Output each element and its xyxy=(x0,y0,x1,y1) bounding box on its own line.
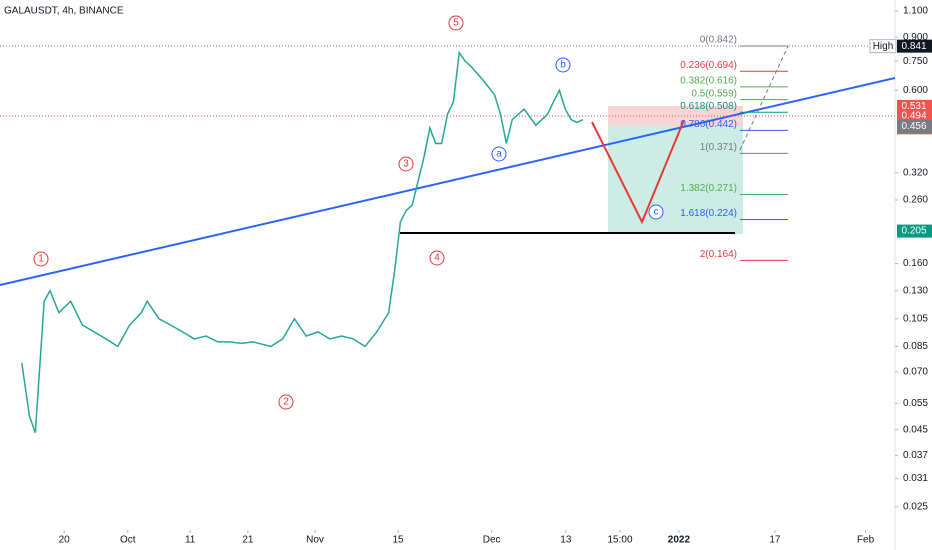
fib-label: 0.5(0.559) xyxy=(691,88,737,99)
x-tick-label: Dec xyxy=(483,535,501,546)
x-tick-label: 15:00 xyxy=(608,535,633,546)
x-tick-label: 13 xyxy=(560,535,572,546)
y-tick-label: 0.600 xyxy=(903,85,928,96)
price-badge-label: 0.531 xyxy=(901,101,926,112)
x-tick-label: Feb xyxy=(857,535,875,546)
wave-circle xyxy=(491,146,507,162)
fib-label: 0.382(0.616) xyxy=(680,76,737,87)
fib-label: 0(0.842) xyxy=(700,35,737,46)
projection-path xyxy=(591,119,685,225)
fib-label: 0.786(0.442) xyxy=(680,119,737,130)
wave-label: b xyxy=(560,60,566,71)
y-tick-label: 0.037 xyxy=(903,450,928,461)
y-tick-label: 0.025 xyxy=(903,501,928,512)
y-tick-label: 0.320 xyxy=(903,167,928,178)
y-tick-label: 0.900 xyxy=(903,32,928,43)
price-badge xyxy=(897,39,932,53)
fib-label: 1(0.371) xyxy=(700,142,737,153)
price-badge-label: 0.205 xyxy=(901,226,926,237)
y-tick-label: 0.750 xyxy=(903,56,928,67)
high-label: High xyxy=(873,41,894,52)
fib-trend xyxy=(739,45,789,151)
y-tick-label: 0.085 xyxy=(903,341,928,352)
wave-label: 2 xyxy=(283,397,289,408)
wave-label: 1 xyxy=(38,254,44,265)
wave-label: 4 xyxy=(434,253,440,264)
wave-circle xyxy=(429,250,445,266)
wave-circle xyxy=(33,251,49,267)
high-badge xyxy=(869,39,897,54)
y-tick-label: 0.260 xyxy=(903,195,928,206)
fib-label: 0.236(0.694) xyxy=(680,60,737,71)
wave-label: a xyxy=(496,149,502,160)
wave-circle xyxy=(448,15,464,31)
fib-label: 1.618(0.224) xyxy=(680,208,737,219)
y-tick-label: 0.055 xyxy=(903,398,928,409)
price-badge xyxy=(897,119,932,133)
wave-circle xyxy=(398,156,414,172)
wave-circle xyxy=(278,394,294,410)
y-tick-label: 0.045 xyxy=(903,424,928,435)
price-badge xyxy=(897,109,932,123)
x-tick-label: 17 xyxy=(769,535,781,546)
price-badge-label: 0.494 xyxy=(901,110,926,121)
price-badge-label: 0.456 xyxy=(901,121,926,132)
x-tick-label: Nov xyxy=(306,535,324,546)
x-tick-label: 15 xyxy=(392,535,404,546)
drawings xyxy=(0,45,896,286)
y-tick-label: 0.105 xyxy=(903,313,928,324)
y-tick-label: 0.031 xyxy=(903,473,928,484)
x-tick-label: 2022 xyxy=(668,535,691,546)
wave-label: c xyxy=(654,207,659,218)
chart-title: GALAUSDT, 4h, BINANCE xyxy=(4,6,124,17)
wave-circle xyxy=(555,57,571,73)
target-zone xyxy=(608,126,743,234)
wave-label: 5 xyxy=(453,18,459,29)
fib-label: 1.382(0.271) xyxy=(680,183,737,194)
x-tick-label: 11 xyxy=(185,535,196,546)
y-tick-label: 0.130 xyxy=(903,285,928,296)
price-badge xyxy=(897,224,932,238)
y-tick-label: 0.160 xyxy=(903,258,928,269)
y-tick-label: 1.100 xyxy=(903,6,928,17)
wave-label: 3 xyxy=(403,159,409,170)
x-tick-label: 21 xyxy=(242,535,254,546)
wave-labels: 1 2 3 4 5 a b c xyxy=(33,15,664,410)
wave-circle xyxy=(648,204,664,220)
price-badge-label: 0.841 xyxy=(901,41,926,52)
fib-label: 2(0.164) xyxy=(700,249,737,260)
price-line xyxy=(21,50,584,433)
y-tick-label: 0.070 xyxy=(903,367,928,378)
x-tick-label: 20 xyxy=(59,535,71,546)
x-tick-label: Oct xyxy=(120,535,136,546)
fib-label: 0.618(0.508) xyxy=(680,101,737,112)
